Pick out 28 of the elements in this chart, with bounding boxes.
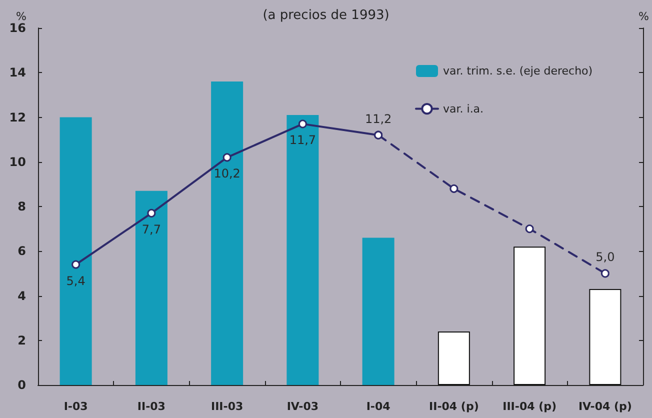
- y-tick-label: 8: [18, 200, 26, 214]
- y-tick-label: 6: [18, 244, 26, 258]
- y-tick-label: 2: [18, 333, 26, 348]
- x-tick-label: II-04 (p): [429, 400, 479, 413]
- y-tick-label: 16: [9, 21, 26, 35]
- y-tick-label: 14: [9, 66, 26, 80]
- x-tick-label: III-04 (p): [502, 400, 557, 413]
- y2-axis-title: %: [638, 10, 649, 23]
- data-label: 11,2: [364, 112, 392, 126]
- data-label: 7,7: [142, 222, 161, 236]
- x-tick-label: IV-04 (p): [578, 400, 632, 413]
- data-label: 10,2: [214, 166, 240, 181]
- y-tick-label: 4: [18, 288, 26, 303]
- x-tick-label: IV-03: [286, 400, 319, 413]
- x-tick-label: I-04: [366, 400, 391, 413]
- x-tick-label: II-03: [137, 400, 166, 413]
- y-axis-title: %: [16, 10, 26, 23]
- x-tick-label: I-03: [64, 400, 88, 413]
- data-label: 11,7: [289, 133, 316, 148]
- chart-subtitle: (a precios de 1993): [262, 8, 390, 23]
- legend-label: var. i.a.: [443, 102, 484, 116]
- legend-label: var. trim. s.e. (eje derecho): [443, 64, 593, 78]
- data-label: 5,0: [596, 250, 615, 264]
- y-tick-label: 0: [18, 378, 26, 392]
- data-label: 5,4: [66, 274, 86, 288]
- y-tick-label: 10: [9, 154, 26, 169]
- x-tick-label: III-03: [210, 400, 244, 413]
- y-tick-label: 12: [9, 110, 26, 124]
